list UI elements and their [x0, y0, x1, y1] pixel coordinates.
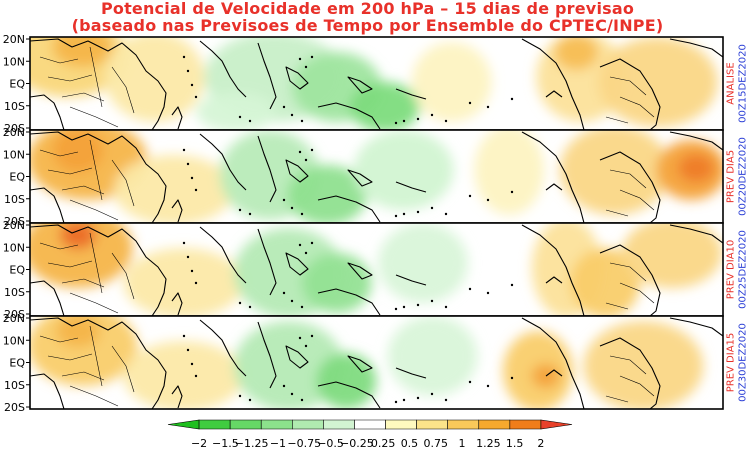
lat-label: 20N	[3, 219, 25, 232]
colorbar-label: 0.75	[423, 437, 448, 450]
colorbar-label: 1.5	[506, 437, 524, 450]
colorbar-label: −1.25	[235, 437, 269, 450]
panel-date: 00Z30DEZ2020	[737, 323, 747, 402]
colorbar-swatch	[229, 419, 262, 430]
colorbar-swatch	[509, 419, 542, 430]
lat-label: 20S	[4, 122, 25, 135]
colorbar-label: −0.75	[287, 437, 321, 450]
colorbar-swatch	[292, 419, 324, 430]
colorbar: −2 −1.5−1.25 −1 −0.75−0.5−0.250.25 0.5 0.75 1 1…	[167, 419, 573, 450]
panel-label: PREV DIA15	[725, 333, 736, 393]
colorbar-swatch	[198, 419, 231, 430]
colorbar-label: 0.5	[401, 437, 419, 450]
lat-label: 20N	[3, 33, 25, 46]
lat-label: EQ	[9, 357, 25, 370]
colorbar-label: −1	[270, 437, 286, 450]
title-line-2: (baseado nas Previsoes de Tempo por Ense…	[71, 16, 664, 35]
colorbar-label: 1	[459, 437, 466, 450]
lat-label: EQ	[9, 171, 25, 184]
colorbar-label: 0.25	[371, 437, 396, 450]
lat-label: 20S	[4, 308, 25, 321]
panel-date: 00Z25DEZ2020	[737, 230, 747, 309]
colorbar-swatch	[260, 419, 293, 430]
panel: 20N 10N EQ 10S 20S PREV DIA10 00Z25DEZ2020	[3, 219, 747, 321]
colorbar-label: −2	[191, 437, 207, 450]
panel-label: ANALISE	[725, 62, 736, 104]
colorbar-swatch	[478, 419, 511, 430]
colorbar-label: −0.5	[317, 437, 344, 450]
colorbar-swatch	[167, 419, 200, 430]
lat-label: 20N	[3, 312, 25, 325]
lat-label: 20S	[4, 215, 25, 228]
lat-label: 10N	[3, 55, 25, 68]
lat-label: 10S	[4, 100, 25, 113]
panel-date: 00Z15DEZ2020	[737, 44, 747, 123]
panel-label: PREV DIA5	[725, 150, 736, 203]
panel: 20N 10N EQ 10S 20S ANALISE 00Z15DEZ2020	[3, 33, 747, 135]
lat-label: 10S	[4, 193, 25, 206]
colorbar-swatch	[385, 419, 417, 430]
lat-label: 10S	[4, 286, 25, 299]
colorbar-label: 2	[537, 437, 544, 450]
colorbar-swatch	[447, 419, 480, 430]
colorbar-swatch	[354, 419, 386, 430]
lat-label: EQ	[9, 78, 25, 91]
panel-label: PREV DIA10	[725, 240, 736, 300]
panel-date: 00Z20DEZ2020	[737, 137, 747, 216]
lat-label: 10S	[4, 379, 25, 392]
colorbar-label: −1.5	[212, 437, 239, 450]
title-line-1: Potencial de Velocidade em 200 hPa – 15 …	[100, 0, 635, 18]
lat-label: 20N	[3, 126, 25, 139]
lat-label: 20S	[4, 401, 25, 414]
colorbar-swatch	[540, 419, 573, 430]
lat-label: EQ	[9, 264, 25, 277]
colorbar-swatch	[416, 419, 448, 430]
colorbar-label: −0.25	[340, 437, 374, 450]
lat-label: 10N	[3, 334, 25, 347]
lat-label: 10N	[3, 241, 25, 254]
panel: 20N 10N EQ 10S 20S PREV DIA5 00Z20DEZ2020	[3, 126, 747, 228]
colorbar-label: 1.25	[476, 437, 501, 450]
colorbar-swatch	[323, 419, 355, 430]
lat-label: 10N	[3, 148, 25, 161]
panel: 20N 10N EQ 10S 20S PREV DIA15 00Z30DEZ2020	[3, 312, 747, 414]
